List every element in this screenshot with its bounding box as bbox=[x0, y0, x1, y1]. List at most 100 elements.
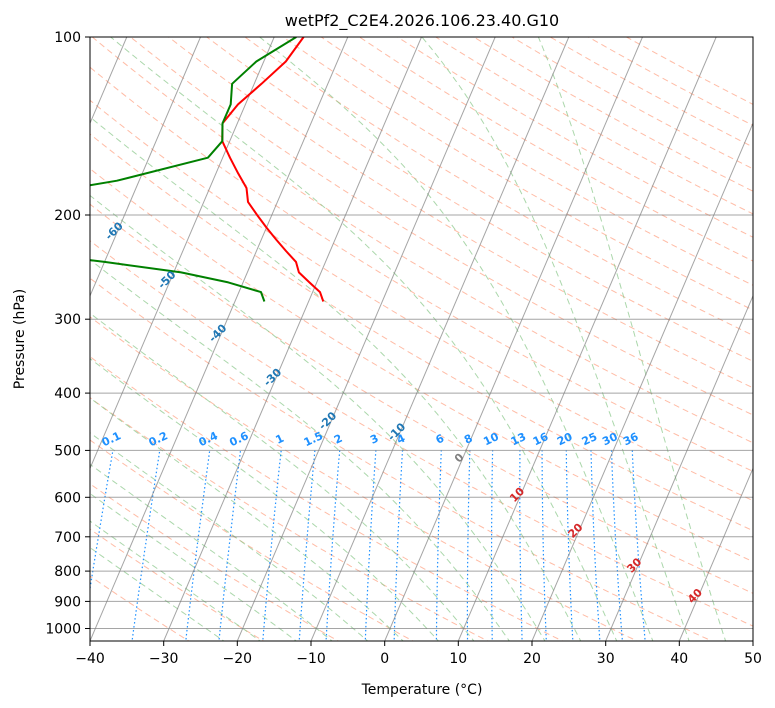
dry-adiabat bbox=[358, 37, 753, 262]
y-axis-label: Pressure (hPa) bbox=[12, 289, 28, 389]
dry-adiabat bbox=[90, 439, 414, 641]
mixing-ratio-line bbox=[435, 450, 442, 641]
x-tick-label: −20 bbox=[223, 651, 253, 667]
y-tick-label: 800 bbox=[54, 564, 81, 580]
x-axis-label: Temperature (°C) bbox=[361, 682, 483, 698]
y-tick-label: 300 bbox=[54, 312, 81, 328]
moist-adiabat bbox=[90, 463, 333, 641]
y-tick-label: 900 bbox=[54, 594, 81, 610]
isotherm-line bbox=[457, 37, 717, 641]
isotherm-line bbox=[90, 37, 349, 641]
mixing-ratio-line bbox=[262, 450, 282, 641]
mixing-ratio-label: 0.6 bbox=[227, 429, 250, 449]
isotherm-label: -70 bbox=[48, 174, 71, 197]
mixing-ratio-label: 0.1 bbox=[100, 429, 123, 449]
background-lines bbox=[90, 37, 753, 641]
mixing-ratio-label: 16 bbox=[531, 430, 551, 448]
isotherm-label-lower: 10 bbox=[507, 485, 527, 505]
dry-adiabat bbox=[91, 37, 753, 444]
moist-adiabat bbox=[90, 194, 546, 641]
dry-adiabat bbox=[587, 37, 753, 126]
dry-adiabat bbox=[511, 37, 753, 170]
isotherm-line bbox=[90, 37, 275, 470]
isotherm-label: -80 bbox=[0, 127, 18, 150]
x-tick-label: −40 bbox=[75, 651, 105, 667]
mixing-ratio-label: 6 bbox=[434, 432, 447, 447]
moist-adiabat bbox=[109, 37, 618, 641]
isotherm-label: -40 bbox=[206, 321, 229, 344]
x-tick-label: 0 bbox=[380, 651, 389, 667]
moist-adiabat bbox=[90, 546, 225, 641]
mixing-ratio-line bbox=[90, 450, 114, 593]
mixing-ratio-label: 30 bbox=[600, 430, 620, 448]
x-tick-label: 40 bbox=[670, 651, 688, 667]
moist-adiabat bbox=[421, 37, 690, 641]
mixing-ratio-label: 13 bbox=[509, 430, 528, 448]
dry-adiabat bbox=[90, 203, 753, 594]
dry-adiabat bbox=[90, 316, 639, 641]
isotherm-label-lower: 30 bbox=[624, 555, 644, 575]
axis-ticks: −40 −30 −20 −10 0 10 20 30 40 50 1000 900 800 700 600 5… bbox=[45, 30, 762, 667]
mixing-ratio-line bbox=[590, 450, 601, 641]
x-tick-label: 10 bbox=[449, 651, 467, 667]
dry-adiabat bbox=[549, 37, 753, 148]
moist-adiabat bbox=[537, 37, 727, 641]
mixing-ratio-label: 36 bbox=[621, 430, 641, 448]
moist-adiabat bbox=[258, 37, 654, 641]
dewpoint-profile bbox=[90, 37, 297, 302]
isotherm-label: -20 bbox=[316, 409, 339, 432]
moist-adiabat bbox=[90, 492, 298, 641]
mixing-ratio-line bbox=[364, 450, 377, 641]
mixing-ratio-line bbox=[490, 450, 494, 641]
isotherm-line bbox=[384, 37, 643, 641]
isotherm-line bbox=[236, 37, 496, 641]
mixing-ratio-line bbox=[610, 450, 624, 641]
x-tick-label: 30 bbox=[597, 651, 615, 667]
dry-adiabat bbox=[320, 37, 753, 286]
dry-adiabat bbox=[90, 356, 564, 641]
mixing-ratio-label: 1 bbox=[274, 432, 286, 447]
mixing-ratio-line bbox=[519, 450, 523, 641]
x-tick-label: −30 bbox=[149, 651, 179, 667]
mixing-ratio-line bbox=[393, 450, 404, 641]
moist-adiabat bbox=[90, 312, 475, 641]
dry-adiabat bbox=[205, 37, 753, 362]
dry-adiabat bbox=[90, 133, 753, 532]
isotherm-line bbox=[310, 37, 570, 641]
mixing-ratio-line bbox=[218, 450, 242, 641]
mixing-ratio-label: 1.5 bbox=[302, 429, 325, 449]
mixing-ratio-label: 20 bbox=[555, 430, 575, 448]
isotherm-label-lower: 40 bbox=[685, 586, 705, 606]
mixing-ratio-line bbox=[631, 450, 646, 641]
dry-adiabat bbox=[90, 575, 190, 641]
profile-lines bbox=[90, 37, 325, 302]
isotherm-label-lower: 20 bbox=[566, 520, 586, 540]
moist-adiabat bbox=[90, 116, 582, 641]
chart-title: wetPf2_C2E4.2026.106.23.40.G10 bbox=[285, 11, 559, 31]
moist-adiabat bbox=[90, 358, 440, 641]
isotherm-label: -60 bbox=[103, 219, 126, 242]
dry-adiabat bbox=[244, 37, 753, 336]
y-tick-label: 100 bbox=[54, 30, 81, 46]
dry-adiabat bbox=[129, 37, 753, 416]
mixing-ratio-label: 0.2 bbox=[147, 429, 170, 449]
mixing-ratio-line bbox=[131, 450, 161, 641]
dry-adiabat bbox=[90, 277, 713, 641]
temperature-profile bbox=[221, 37, 325, 302]
plot-frame bbox=[89, 36, 754, 642]
mixing-ratio-line bbox=[298, 450, 316, 641]
y-tick-label: 600 bbox=[54, 490, 81, 506]
line-labels: -100-90-80-70-60-50-40-30-20-100.10.20.4… bbox=[0, 127, 705, 606]
dry-adiabat bbox=[167, 37, 753, 389]
isotherm-line bbox=[752, 639, 753, 641]
isotherm-label: -30 bbox=[261, 366, 284, 389]
x-tick-label: 50 bbox=[744, 651, 762, 667]
dry-adiabat bbox=[90, 66, 753, 472]
mixing-ratio-label: 10 bbox=[481, 430, 501, 448]
mixing-ratio-line bbox=[541, 450, 547, 641]
dry-adiabat bbox=[472, 37, 753, 192]
y-tick-label: 500 bbox=[54, 443, 81, 459]
dry-adiabat bbox=[90, 168, 753, 563]
x-tick-label: −10 bbox=[296, 651, 326, 667]
